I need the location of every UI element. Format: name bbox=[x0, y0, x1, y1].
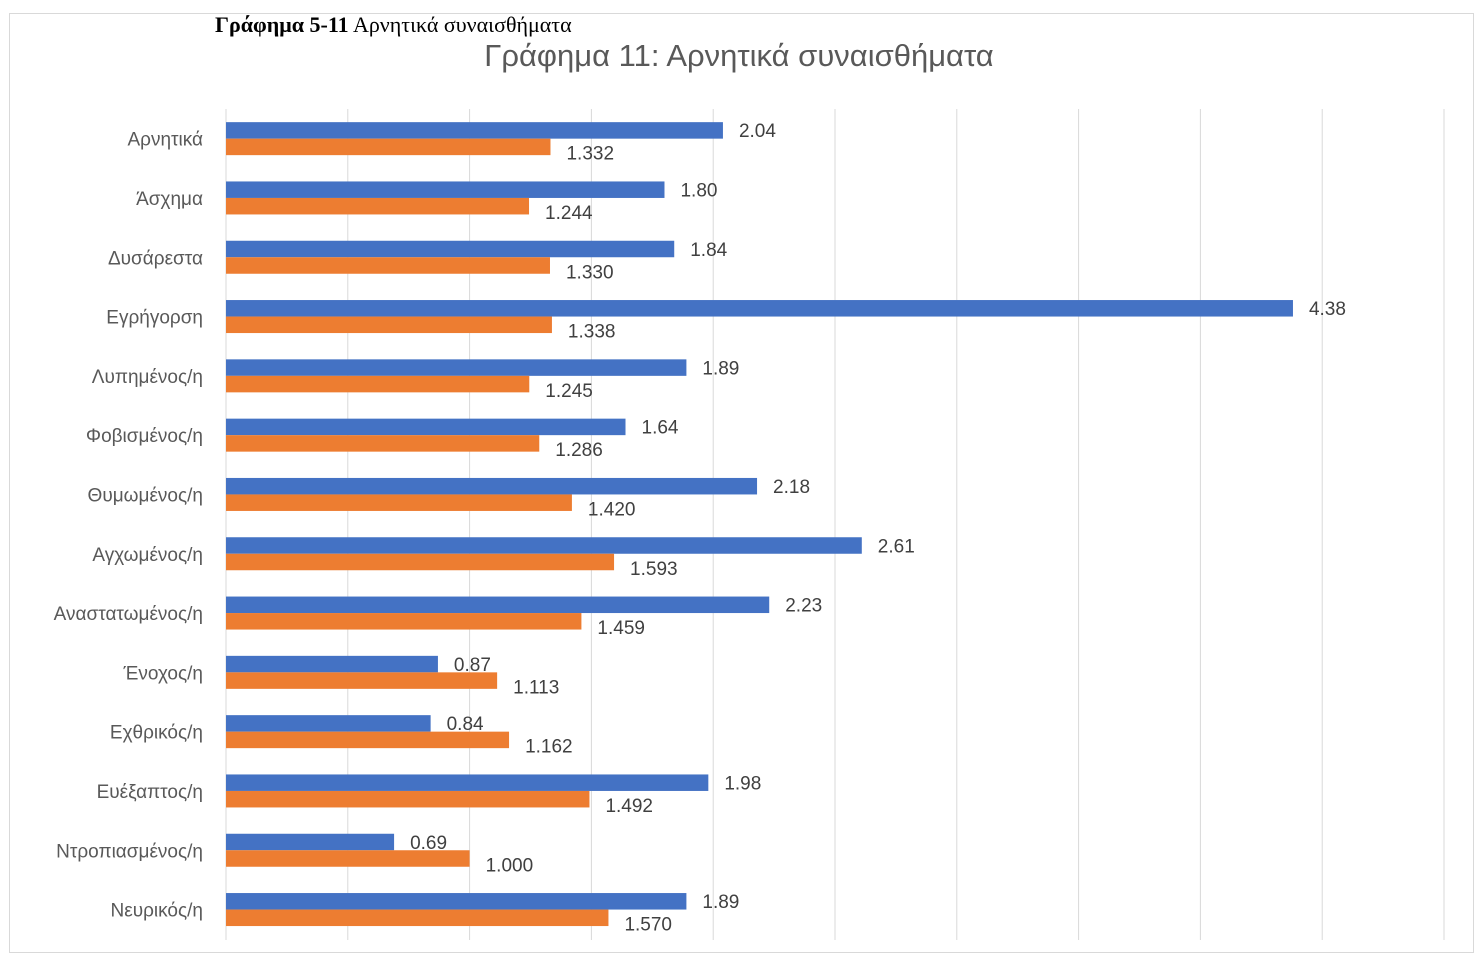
bar-series-1 bbox=[226, 300, 1293, 317]
data-label-series-2: 1.420 bbox=[588, 499, 636, 520]
bar-series-2 bbox=[226, 257, 550, 274]
data-label-series-2: 1.593 bbox=[630, 559, 678, 580]
bar-series-1 bbox=[226, 774, 709, 791]
category-labels: Αρνητικά Άσχημα Δυσάρεστα Εγρήγορση Λυπημένο… bbox=[54, 130, 203, 922]
bar-series-2 bbox=[226, 375, 530, 393]
bar-series-2 bbox=[226, 672, 498, 689]
category-label: Δυσάρεστα bbox=[108, 248, 203, 269]
bar-series-2 bbox=[226, 435, 540, 452]
category-label: Ευέξαπτος/η bbox=[97, 782, 203, 803]
category-label: Λυπημένος/η bbox=[92, 367, 203, 388]
bar-series-2 bbox=[226, 790, 590, 808]
data-label-series-1: 1.98 bbox=[724, 773, 761, 794]
category-label: Εχθρικός/η bbox=[110, 723, 203, 744]
bar-series-1 bbox=[226, 359, 687, 376]
bar-series-2 bbox=[226, 494, 572, 511]
data-label-series-2: 1.492 bbox=[605, 796, 653, 817]
bars bbox=[226, 122, 1293, 927]
bar-series-1 bbox=[226, 893, 687, 910]
data-label-series-2: 1.330 bbox=[566, 262, 614, 283]
figure-caption: Γράφημα 5-11 Αρνητικά συναισθήματα bbox=[215, 12, 572, 38]
category-label: Ένοχος/η bbox=[123, 663, 204, 684]
value-labels: 2.04 1.332 1.80 1.244 1.84 1.330 4.38 1.338 1.89… bbox=[410, 121, 1346, 935]
data-label-series-2: 1.570 bbox=[624, 915, 672, 936]
data-label-series-2: 1.459 bbox=[597, 618, 645, 639]
data-label-series-2: 1.162 bbox=[525, 737, 573, 758]
bar-series-1 bbox=[226, 537, 862, 554]
data-label-series-1: 1.64 bbox=[642, 418, 679, 439]
data-label-series-2: 1.113 bbox=[513, 677, 559, 698]
category-label: Αρνητικά bbox=[127, 130, 203, 151]
data-label-series-1: 1.84 bbox=[690, 240, 727, 261]
bar-series-2 bbox=[226, 850, 470, 867]
bar-series-2 bbox=[226, 553, 615, 571]
gridlines bbox=[225, 109, 1445, 940]
category-label: Αγχωμένος/η bbox=[92, 545, 203, 566]
bar-series-2 bbox=[226, 138, 551, 156]
category-label: Άσχημα bbox=[136, 189, 203, 210]
data-label-series-1: 0.69 bbox=[410, 833, 447, 854]
bar-series-1 bbox=[226, 833, 395, 851]
bar-series-1 bbox=[226, 181, 665, 198]
bar-series-2 bbox=[226, 316, 552, 334]
data-label-series-2: 1.338 bbox=[568, 322, 616, 343]
category-label: Φοβισμένος/η bbox=[86, 426, 203, 447]
data-label-series-2: 1.245 bbox=[545, 381, 593, 402]
chart-title: Γράφημα 11: Αρνητικά συναισθήματα bbox=[484, 38, 994, 73]
data-label-series-1: 1.80 bbox=[680, 180, 717, 201]
data-label-series-1: 4.38 bbox=[1309, 299, 1346, 320]
category-label: Θυμωμένος/η bbox=[88, 485, 203, 506]
data-label-series-1: 1.89 bbox=[702, 892, 739, 913]
data-label-series-1: 2.18 bbox=[773, 477, 810, 498]
caption-label: Γράφημα 5-11 bbox=[215, 12, 349, 37]
caption-text: Αρνητικά συναισθήματα bbox=[352, 12, 572, 37]
category-label: Εγρήγορση bbox=[106, 308, 203, 329]
category-label: Νευρικός/η bbox=[111, 901, 203, 922]
data-label-series-2: 1.286 bbox=[555, 440, 603, 461]
bar-series-1 bbox=[226, 715, 431, 732]
bar-series-1 bbox=[226, 596, 770, 614]
data-label-series-2: 1.000 bbox=[486, 855, 534, 876]
bar-series-1 bbox=[226, 418, 626, 436]
bar-series-2 bbox=[226, 197, 530, 215]
data-label-series-1: 2.23 bbox=[785, 596, 822, 617]
data-label-series-1: 2.04 bbox=[739, 121, 776, 142]
category-label: Αναστατωμένος/η bbox=[54, 604, 203, 625]
bar-series-2 bbox=[226, 731, 510, 749]
data-label-series-1: 0.87 bbox=[454, 655, 491, 676]
category-label: Ντροπιασμένος/η bbox=[56, 841, 203, 862]
data-label-series-1: 2.61 bbox=[878, 536, 915, 557]
bar-series-2 bbox=[226, 909, 609, 927]
data-label-series-1: 1.89 bbox=[702, 358, 739, 379]
bar-series-1 bbox=[226, 122, 723, 139]
data-label-series-2: 1.332 bbox=[566, 144, 614, 165]
data-label-series-1: 0.84 bbox=[447, 714, 484, 735]
bar-series-2 bbox=[226, 613, 582, 630]
bar-series-1 bbox=[226, 477, 758, 495]
bar-series-1 bbox=[226, 240, 675, 258]
data-label-series-2: 1.244 bbox=[545, 203, 593, 224]
bar-series-1 bbox=[226, 655, 438, 673]
